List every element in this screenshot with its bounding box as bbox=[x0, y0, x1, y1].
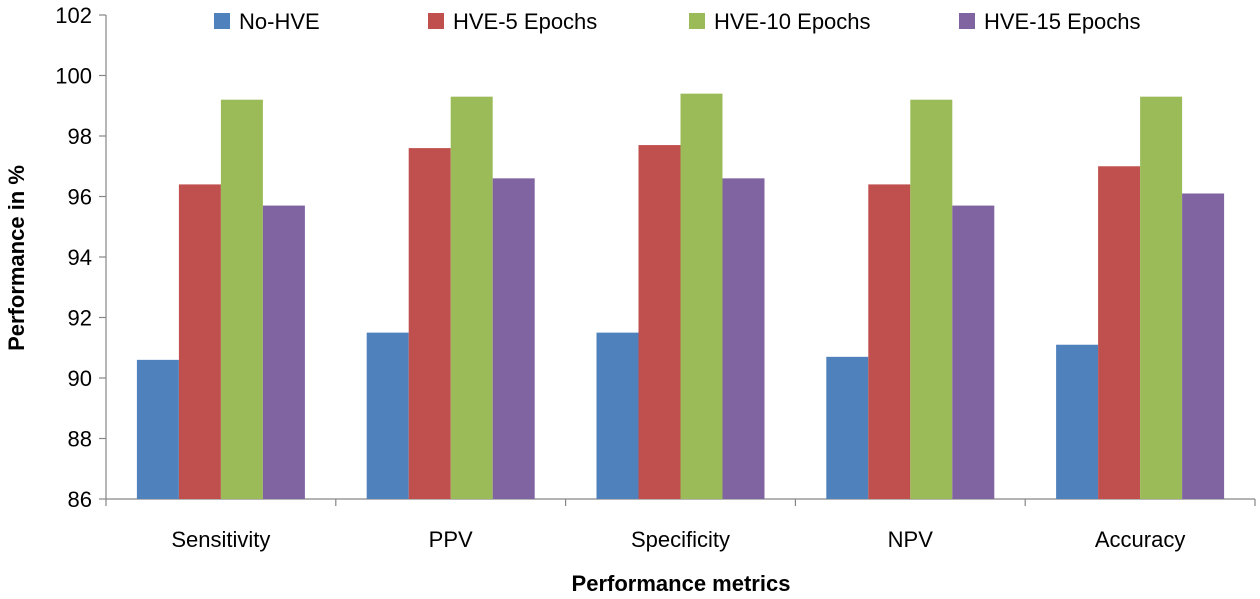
legend-swatch-hve-15-epochs bbox=[959, 13, 975, 29]
bar-hve-15-epochs-ppv bbox=[492, 178, 535, 499]
bar-no-hve-ppv bbox=[366, 332, 409, 499]
bar-hve-5-epochs-accuracy bbox=[1098, 166, 1141, 499]
bar-hve-5-epochs-sensitivity bbox=[178, 184, 221, 499]
bar-hve-15-epochs-specificity bbox=[722, 178, 765, 499]
x-category-label-accuracy: Accuracy bbox=[1095, 527, 1185, 552]
y-tick-label: 96 bbox=[68, 185, 92, 210]
x-axis: Sensitivity PPV Specificity NPV Accuracy bbox=[105, 498, 1256, 552]
bar-hve-5-epochs-npv bbox=[868, 184, 911, 499]
bar-no-hve-sensitivity bbox=[136, 359, 179, 499]
bar-hve-10-epochs-specificity bbox=[680, 93, 723, 500]
legend-swatch-no-hve bbox=[214, 13, 230, 29]
legend-label-hve-15-epochs: HVE-15 Epochs bbox=[984, 9, 1141, 34]
x-category-label-npv: NPV bbox=[888, 527, 934, 552]
bar-hve-15-epochs-accuracy bbox=[1182, 193, 1225, 499]
bar-hve-15-epochs-npv bbox=[952, 205, 995, 499]
legend: No-HVE HVE-5 Epochs HVE-10 Epochs HVE-15 Ep… bbox=[214, 9, 1141, 34]
legend-swatch-hve-10-epochs bbox=[689, 13, 705, 29]
bar-no-hve-accuracy bbox=[1056, 344, 1099, 499]
y-axis-title: Performance in % bbox=[4, 165, 29, 351]
legend-label-no-hve: No-HVE bbox=[239, 9, 320, 34]
x-category-label-sensitivity: Sensitivity bbox=[171, 527, 270, 552]
y-tick-label: 88 bbox=[68, 427, 92, 452]
legend-label-hve-10-epochs: HVE-10 Epochs bbox=[714, 9, 871, 34]
bar-hve-10-epochs-accuracy bbox=[1140, 96, 1183, 500]
bar-hve-15-epochs-sensitivity bbox=[262, 205, 305, 499]
legend-label-hve-5-epochs: HVE-5 Epochs bbox=[453, 9, 597, 34]
y-tick-label: 86 bbox=[68, 487, 92, 512]
y-tick-label: 90 bbox=[68, 366, 92, 391]
x-category-label-specificity: Specificity bbox=[631, 527, 730, 552]
bar-no-hve-npv bbox=[826, 356, 869, 499]
x-axis-title: Performance metrics bbox=[572, 571, 791, 596]
y-tick-label: 100 bbox=[55, 64, 92, 89]
bars bbox=[136, 93, 1225, 500]
legend-swatch-hve-5-epochs bbox=[428, 13, 444, 29]
bar-no-hve-specificity bbox=[596, 332, 639, 499]
y-axis: 86 88 90 92 94 96 98 100 102 bbox=[55, 3, 107, 512]
x-category-label-ppv: PPV bbox=[429, 527, 473, 552]
bar-hve-10-epochs-sensitivity bbox=[220, 99, 263, 499]
bar-hve-5-epochs-ppv bbox=[408, 148, 451, 499]
y-tick-label: 98 bbox=[68, 124, 92, 149]
bar-hve-5-epochs-specificity bbox=[638, 145, 681, 499]
bar-hve-10-epochs-ppv bbox=[450, 96, 493, 500]
bar-hve-10-epochs-npv bbox=[910, 99, 953, 499]
y-tick-label: 92 bbox=[68, 306, 92, 331]
y-tick-label: 102 bbox=[55, 3, 92, 28]
y-tick-label: 94 bbox=[68, 245, 92, 270]
